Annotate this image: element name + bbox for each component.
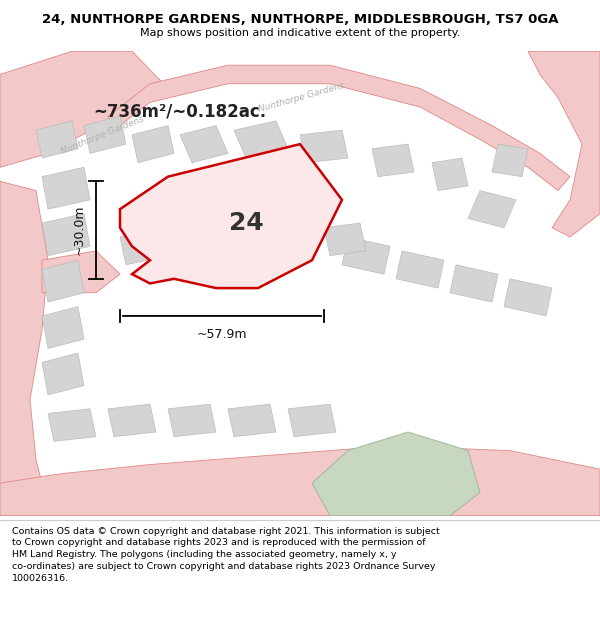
Polygon shape — [84, 116, 126, 153]
Polygon shape — [342, 237, 390, 274]
Text: Nunthorpe Gardens: Nunthorpe Gardens — [60, 114, 146, 156]
Polygon shape — [42, 214, 90, 256]
Text: ~736m²/~0.182ac.: ~736m²/~0.182ac. — [94, 102, 266, 121]
Polygon shape — [324, 223, 366, 256]
Text: Contains OS data © Crown copyright and database right 2021. This information is : Contains OS data © Crown copyright and d… — [12, 526, 440, 582]
Polygon shape — [528, 51, 600, 237]
Polygon shape — [36, 121, 78, 158]
Polygon shape — [450, 265, 498, 302]
Polygon shape — [42, 168, 90, 209]
Polygon shape — [108, 404, 156, 437]
Text: 24: 24 — [229, 211, 263, 235]
Polygon shape — [42, 251, 120, 292]
Polygon shape — [0, 51, 168, 168]
Polygon shape — [108, 65, 570, 191]
Polygon shape — [288, 404, 336, 437]
Polygon shape — [120, 144, 342, 288]
Polygon shape — [120, 228, 168, 265]
Polygon shape — [42, 353, 84, 395]
Polygon shape — [234, 121, 288, 158]
Text: Nunthorpe Gardens: Nunthorpe Gardens — [258, 81, 346, 114]
Polygon shape — [42, 307, 84, 349]
Text: 24, NUNTHORPE GARDENS, NUNTHORPE, MIDDLESBROUGH, TS7 0GA: 24, NUNTHORPE GARDENS, NUNTHORPE, MIDDLE… — [42, 12, 558, 26]
Polygon shape — [492, 144, 528, 177]
Polygon shape — [174, 223, 222, 260]
Polygon shape — [432, 158, 468, 191]
Polygon shape — [300, 130, 348, 162]
Text: ~30.0m: ~30.0m — [72, 205, 85, 255]
Polygon shape — [228, 223, 270, 256]
Polygon shape — [0, 446, 600, 516]
Text: ~57.9m: ~57.9m — [197, 328, 247, 341]
Polygon shape — [504, 279, 552, 316]
Text: Map shows position and indicative extent of the property.: Map shows position and indicative extent… — [140, 28, 460, 39]
Polygon shape — [228, 404, 276, 437]
Polygon shape — [168, 404, 216, 437]
Polygon shape — [468, 191, 516, 228]
Polygon shape — [132, 126, 174, 162]
Polygon shape — [396, 251, 444, 288]
Polygon shape — [42, 260, 84, 302]
Polygon shape — [312, 432, 480, 516]
Polygon shape — [48, 409, 96, 441]
Polygon shape — [180, 126, 228, 162]
Polygon shape — [276, 223, 318, 256]
Polygon shape — [0, 181, 48, 516]
Polygon shape — [372, 144, 414, 177]
